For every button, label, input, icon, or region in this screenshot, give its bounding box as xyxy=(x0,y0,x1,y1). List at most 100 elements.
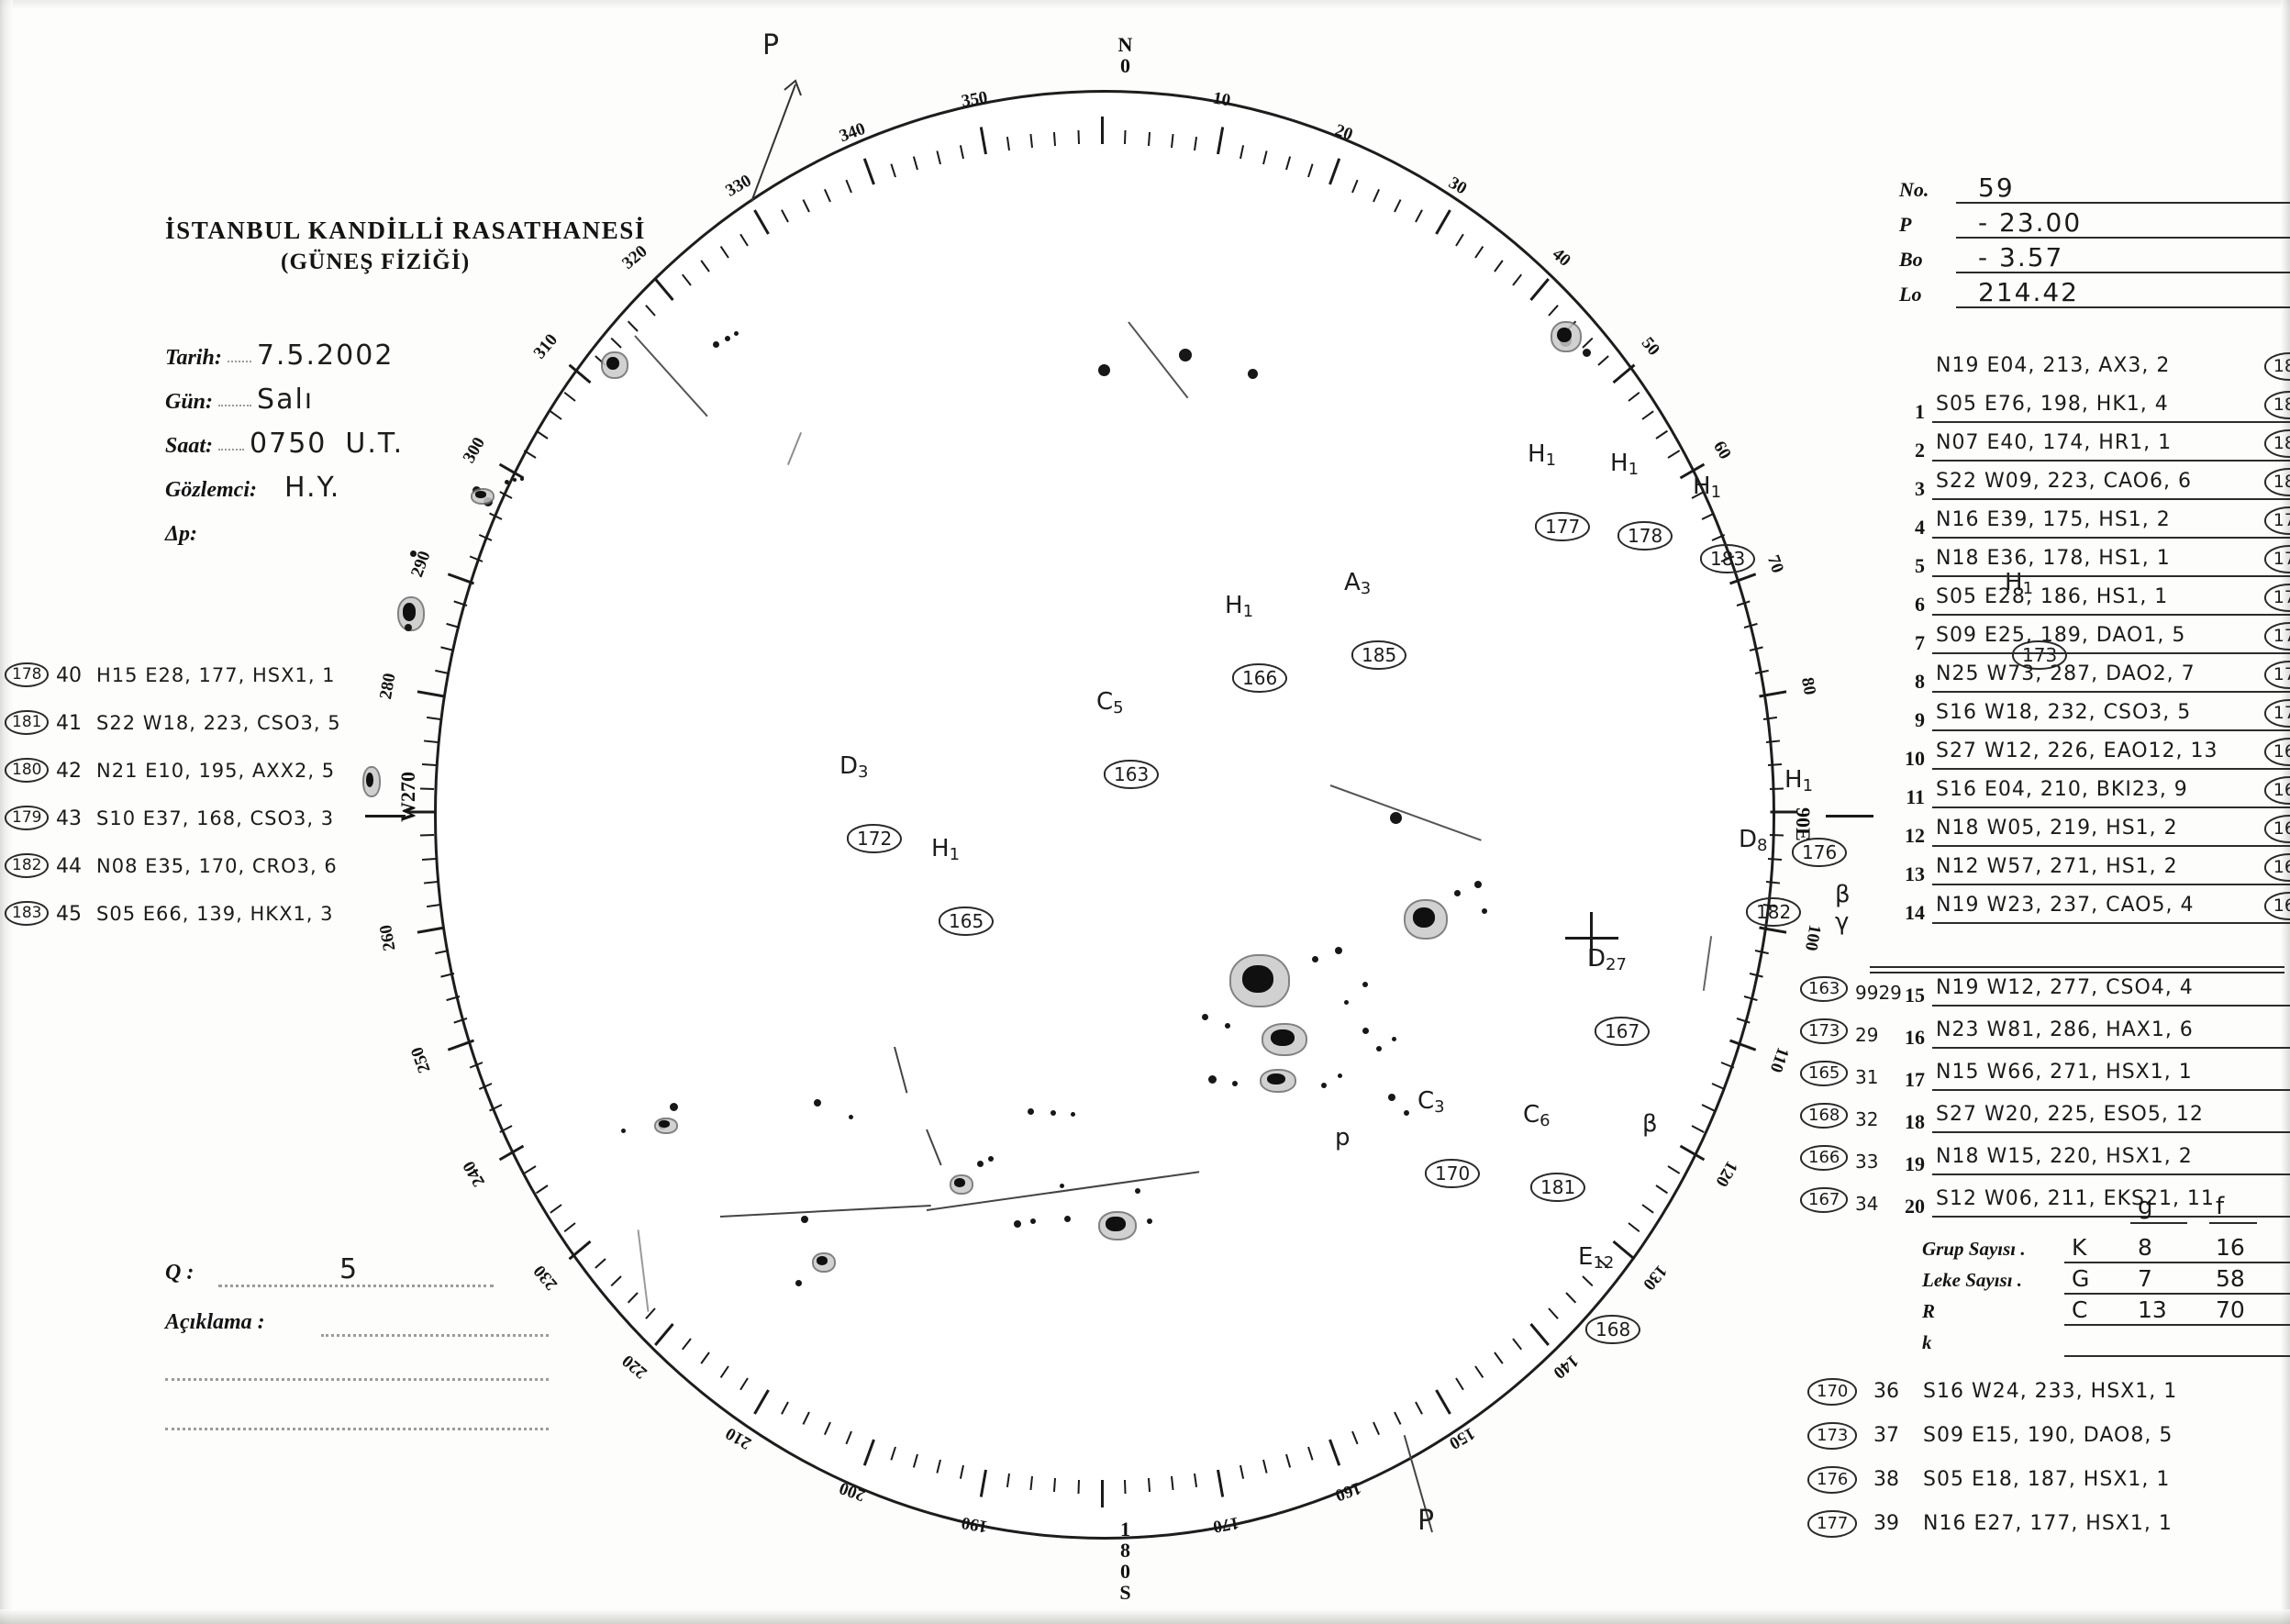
note-row-2 xyxy=(165,1356,587,1406)
entry-underline xyxy=(1932,537,2290,539)
group-number: 5 xyxy=(1113,698,1124,717)
group-number: 1 xyxy=(949,845,961,864)
note-number: 42 xyxy=(56,760,82,783)
dial-tick-minor xyxy=(420,834,435,837)
group-region-number: 176 xyxy=(1792,838,1848,867)
sunspot-group-label: H1 xyxy=(931,835,960,864)
dial-degree-label: 130 xyxy=(1639,1261,1671,1294)
note-row: Açıklama : xyxy=(165,1307,587,1356)
group-letter: H xyxy=(1528,440,1546,468)
entry-number: 19 xyxy=(1905,1152,1925,1175)
entry-number: 8 xyxy=(1915,670,1925,693)
group-letter: D xyxy=(1587,945,1606,973)
summary-underline xyxy=(2064,1293,2290,1295)
entry-underline xyxy=(1932,1131,2290,1133)
field-date: Tarih: 7.5.2002 xyxy=(165,339,394,372)
entry-underline xyxy=(1932,498,2290,500)
group-region-number: 185 xyxy=(1351,640,1407,670)
sunspot-umbra xyxy=(1106,1217,1126,1231)
parameter-label: P xyxy=(1899,213,1912,236)
entry-number: 39 xyxy=(1873,1512,1899,1535)
dial-degree-label: 80 xyxy=(1797,675,1819,697)
dial-degree-label: 60 xyxy=(1709,438,1736,463)
sunspot-dot xyxy=(801,1216,808,1223)
sunspot-dot xyxy=(814,1099,821,1107)
sunspot-dot xyxy=(1312,956,1318,962)
sunspot-entry-row: 2 N07 E40, 174, HR1, 1 182 xyxy=(1899,429,2290,468)
group-letter: C xyxy=(1096,688,1114,716)
sunspot-entry-row: 4 N16 E39, 175, HS1, 2 178 xyxy=(1899,506,2290,545)
group-region-number: 167 xyxy=(1595,1017,1651,1046)
entry-number: 37 xyxy=(1873,1424,1899,1447)
sunspot-group-label: D27 xyxy=(1587,945,1627,974)
sunspot-group-label: C6 xyxy=(1523,1101,1551,1130)
entry-underline xyxy=(1932,652,2290,654)
summary-label: Leke Sayısı . xyxy=(1922,1269,2023,1291)
entry-text: N19 W23, 237, CAO5, 4 xyxy=(1936,894,2195,917)
sunspot-dot xyxy=(713,341,719,348)
group-region-number: 173 xyxy=(2012,640,2068,670)
sunspot-penumbra xyxy=(1551,321,1582,352)
left-note-row: 183 45 S05 E66, 139, HKX1, 3 xyxy=(5,899,399,947)
group-letter: A xyxy=(1344,569,1361,596)
entry-underline xyxy=(1932,1047,2290,1049)
group-letter: C xyxy=(1417,1087,1435,1115)
dial-degree-label: 250 xyxy=(406,1043,435,1075)
entry-region-number: 166 xyxy=(2263,815,2290,843)
entry-text: S05 E28, 186, HS1, 1 xyxy=(1936,585,2169,608)
sunspot-group-label: A3 xyxy=(1344,569,1371,598)
summary-code: G xyxy=(2072,1265,2090,1292)
note-number: 44 xyxy=(56,855,82,878)
sunspot-entry-row: 10 S27 W12, 226, EAO12, 13 168 xyxy=(1899,738,2290,776)
note-region-number: 178 xyxy=(5,662,50,687)
sunspot-group-label: C3 xyxy=(1417,1087,1445,1117)
entry-text: N16 E27, 177, HSX1, 1 xyxy=(1923,1512,2173,1535)
dial-degree-label: 170 xyxy=(1211,1512,1241,1537)
summary-g-value: 13 xyxy=(2138,1296,2167,1323)
sunspot-dot xyxy=(734,331,739,336)
field-observer: Gözlemci: H.Y. xyxy=(165,472,340,504)
right-panel: No. 59 P - 23.00 Bo - 3.57 Lo 214.42 N19 E04, 2… xyxy=(1899,172,2290,930)
parameter-value: - 23.00 xyxy=(1978,207,2083,238)
dial-tick-minor xyxy=(421,857,436,861)
note-region-number: 181 xyxy=(5,710,50,735)
entry-region-number: 177 xyxy=(2263,545,2290,573)
sunspot-dot xyxy=(1388,1094,1395,1101)
quality-label: Q : xyxy=(165,1261,195,1285)
group-letter: H xyxy=(931,835,950,862)
entry-underline xyxy=(1932,460,2290,462)
dial-degree-label: 100 xyxy=(1800,923,1825,952)
entry-prefix: 34 xyxy=(1855,1193,1879,1215)
sunspot-umbra xyxy=(1241,964,1274,994)
summary-code: K xyxy=(2072,1234,2087,1261)
summary-col-f-underline xyxy=(2209,1222,2257,1224)
sunspot-dot xyxy=(1362,982,1368,987)
note-text: N21 E10, 195, AXX2, 5 xyxy=(96,760,336,782)
sunspot-entry-row: 166 33 19 N18 W15, 220, HSX1, 2 xyxy=(1800,1143,2290,1185)
sunspot-dot xyxy=(1147,1218,1152,1224)
summary-row: Leke Sayısı . G 7 58 xyxy=(1922,1265,2290,1296)
left-notes-list: 178 40 H15 E28, 177, HSX1, 1 181 41 S22 W18, … xyxy=(5,661,399,947)
scan-edge-top xyxy=(0,0,2290,9)
note-region-number: 182 xyxy=(5,853,50,878)
parameter-value: 59 xyxy=(1978,172,2015,203)
dial-degree-label: 320 xyxy=(618,241,652,274)
entry-underline xyxy=(1932,922,2290,924)
entry-prefix: 33 xyxy=(1855,1151,1879,1173)
note-number: 45 xyxy=(56,903,82,926)
observatory-department: (GÜNEŞ FİZİĞİ) xyxy=(281,250,471,274)
group-number: 1 xyxy=(2022,579,2034,598)
field-day-label: Gün: xyxy=(165,390,214,414)
dial-tick-major xyxy=(417,926,445,935)
sunspot-dot xyxy=(849,1115,853,1119)
field-day: Gün: Salı xyxy=(165,384,314,416)
group-region-number: 181 xyxy=(1530,1173,1586,1202)
parameter-underline xyxy=(1956,202,2290,204)
sunspot-dot xyxy=(1344,1000,1349,1005)
note-text: H15 E28, 177, HSX1, 1 xyxy=(96,664,336,686)
dial-tick-minor xyxy=(1765,740,1781,743)
sunspot-dot xyxy=(1071,1112,1075,1117)
entry-underline xyxy=(1932,729,2290,731)
entry-text: S27 W20, 225, ESO5, 12 xyxy=(1936,1103,2204,1126)
entry-region-number: 163 xyxy=(1800,976,1849,1002)
